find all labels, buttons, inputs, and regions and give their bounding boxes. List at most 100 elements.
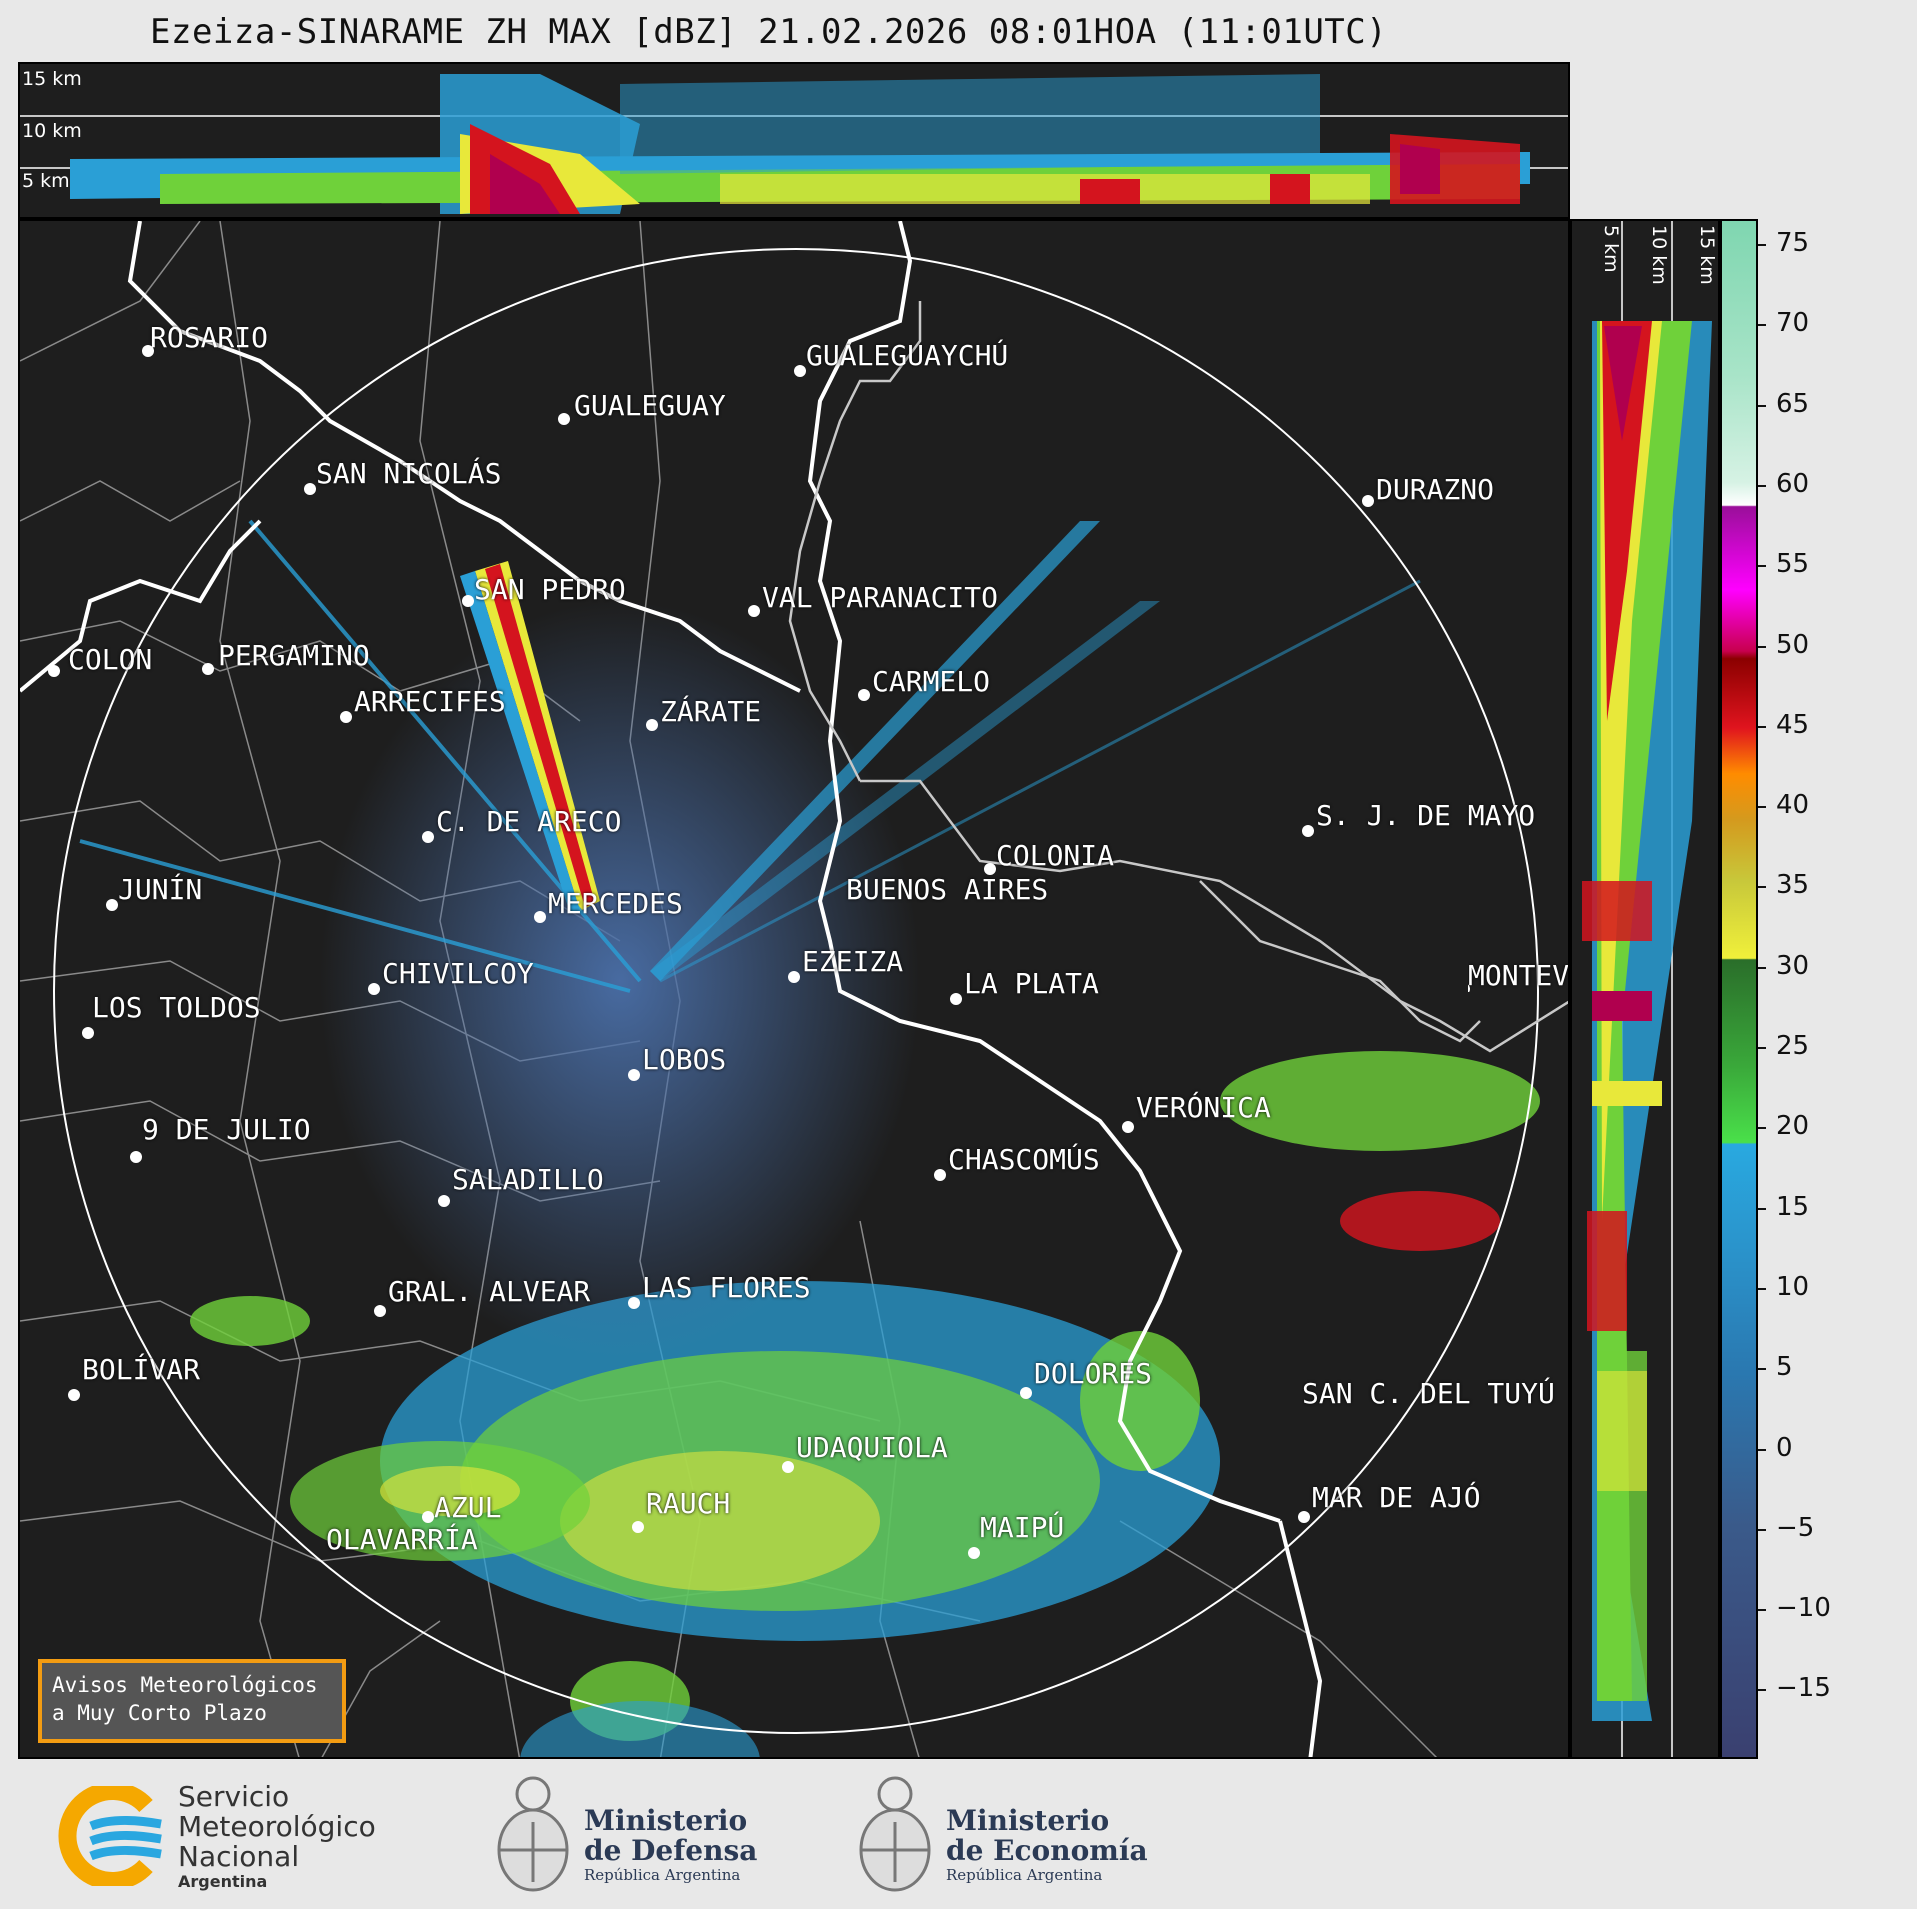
colorbar-tick-label: −5 xyxy=(1776,1512,1815,1543)
colorbar-tick-mark xyxy=(1758,404,1766,407)
city-marker xyxy=(462,595,474,607)
city-label-sj-de-mayo: S. J. DE MAYO xyxy=(1302,799,1535,837)
colorbar-tick-label: 50 xyxy=(1776,629,1810,660)
side-cross-section-echoes xyxy=(1582,221,1712,1757)
city-label-udaquiola: UDAQUIOLA xyxy=(782,1431,948,1473)
defensa-line-3: República Argentina xyxy=(584,1866,741,1884)
city-name: SAN PEDRO xyxy=(474,573,626,606)
smn-line-3: Nacional xyxy=(178,1840,300,1873)
city-label-san-nicolas: SAN NICOLÁS xyxy=(304,457,501,495)
colorbar-tick-label: 75 xyxy=(1776,228,1810,258)
economia-line-2: de Economía xyxy=(946,1834,1148,1867)
colorbar-tick-label: 25 xyxy=(1776,1031,1810,1061)
city-marker xyxy=(82,1027,94,1039)
colorbar-tick-label: 30 xyxy=(1776,950,1810,981)
city-marker xyxy=(202,663,214,675)
range-ring xyxy=(53,248,1539,1734)
city-name: VERÓNICA xyxy=(1136,1091,1271,1124)
coastlines xyxy=(20,221,1323,1757)
colorbar-tick-mark xyxy=(1758,1207,1766,1210)
city-marker xyxy=(968,1547,980,1559)
city-name: BOLÍVAR xyxy=(82,1353,201,1386)
colorbar-tick-mark xyxy=(1758,565,1766,568)
side-cross-section: 5 km 10 km 15 km xyxy=(1570,219,1720,1759)
colorbar-tick-label: 70 xyxy=(1776,308,1810,339)
colorbar-tick-mark xyxy=(1758,806,1766,809)
city-marker xyxy=(142,345,154,357)
city-name: VAL PARANACITO xyxy=(762,581,999,614)
city-name: C. DE ARECO xyxy=(436,805,622,838)
city-label-buenos-aires: BUENOS AIRES xyxy=(846,873,1048,906)
city-label-veronica: VERÓNICA xyxy=(1122,1091,1271,1133)
colorbar-tick-mark xyxy=(1758,1609,1766,1612)
rivers xyxy=(788,301,1568,1053)
colorbar-tick-label: 20 xyxy=(1776,1111,1810,1142)
city-marker xyxy=(858,689,870,701)
city-marker xyxy=(782,1461,794,1473)
city-label-gualeguaychu: GUALEGUAYCHÚ xyxy=(794,339,1008,377)
city-label-chivilcoy: CHIVILCOY xyxy=(368,957,534,995)
city-marker xyxy=(950,993,962,1005)
city-label-ezeiza: EZEIZA xyxy=(788,945,903,983)
city-label-durazno: DURAZNO xyxy=(1362,473,1495,507)
colorbar-tick-mark xyxy=(1758,1689,1766,1692)
city-label-san-c-del-tuyu: SAN C. DEL TUYÚ xyxy=(1302,1377,1568,1410)
colorbar-tick-label: 35 xyxy=(1776,870,1810,901)
colorbar-tick-mark xyxy=(1758,1448,1766,1451)
city-label-9-de-julio: 9 DE JULIO xyxy=(130,1113,311,1163)
radar-map-layer xyxy=(20,221,1568,1757)
city-label-mercedes: MERCEDES xyxy=(534,887,683,923)
city-name: AZUL xyxy=(434,1491,502,1524)
argentina-coat-of-arms-icon-2 xyxy=(859,1776,931,1892)
city-name: DURAZNO xyxy=(1376,473,1495,506)
city-name: CHASCOMÚS xyxy=(948,1143,1100,1176)
colorbar-tick-label: 45 xyxy=(1776,709,1810,740)
city-name: 9 DE JULIO xyxy=(142,1113,311,1146)
city-label-la-plata: LA PLATA xyxy=(950,967,1099,1005)
colorbar-tick-mark xyxy=(1758,966,1766,969)
smn-logo-icon xyxy=(58,1786,162,1886)
colorbar-tick-mark xyxy=(1758,725,1766,728)
radar-echoes xyxy=(79,519,1540,1757)
city-name: JUNÍN xyxy=(118,873,203,906)
city-label-saladillo: SALADILLO xyxy=(438,1163,604,1207)
city-label-dolores: DOLORES xyxy=(1020,1357,1153,1399)
colorbar-tick-label: 40 xyxy=(1776,790,1810,821)
city-name: COLON xyxy=(68,643,153,676)
city-marker xyxy=(422,1511,434,1523)
side-altitude-label-15km: 15 km xyxy=(1696,225,1718,285)
city-label-carmelo: CARMELO xyxy=(858,665,990,701)
colorbar-tick-mark xyxy=(1758,484,1766,487)
city-label-maipu: MAIPÚ xyxy=(968,1511,1064,1559)
colorbar-tick-mark xyxy=(1758,1127,1766,1130)
defensa-line-2: de Defensa xyxy=(584,1834,758,1867)
city-label-san-pedro: SAN PEDRO xyxy=(462,573,626,607)
city-label-chascomus: CHASCOMÚS xyxy=(934,1143,1100,1181)
colorbar-tick-label: 5 xyxy=(1776,1352,1793,1383)
city-name: UDAQUIOLA xyxy=(796,1431,948,1464)
colorbar-tick-label: −10 xyxy=(1776,1593,1831,1624)
city-label-rosario: ROSARIO xyxy=(142,321,269,357)
altitude-label-15km: 15 km xyxy=(22,68,82,90)
city-name: COLONIA xyxy=(996,839,1115,872)
colorbar-gradient xyxy=(1722,221,1756,1757)
city-label-azul: AZUL xyxy=(422,1491,502,1524)
city-label-c-de-areco: C. DE ARECO xyxy=(422,805,622,843)
city-label-mar-de-ajo: MAR DE AJÓ xyxy=(1298,1481,1481,1523)
notice-line-2: a Muy Corto Plazo xyxy=(52,1701,267,1725)
city-label-val-paranacito: VAL PARANACITO xyxy=(748,581,999,617)
city-name: ROSARIO xyxy=(150,321,269,354)
notice-box[interactable]: Avisos Meteorológicos a Muy Corto Plazo xyxy=(38,1659,346,1743)
city-label-colon: COLON xyxy=(48,643,153,677)
economia-name: Ministerio de Economía República Argenti… xyxy=(946,1806,1148,1885)
city-name: LA PLATA xyxy=(964,967,1099,1000)
city-marker xyxy=(534,911,546,923)
city-name: CHIVILCOY xyxy=(382,957,534,990)
city-label-colonia: COLONIA xyxy=(984,839,1115,875)
side-altitude-label-10km: 10 km xyxy=(1648,225,1670,285)
altitude-label-5km: 5 km xyxy=(22,170,70,192)
city-name: LOS TOLDOS xyxy=(92,991,261,1024)
city-name: DOLORES xyxy=(1034,1357,1153,1390)
colorbar-tick-label: 65 xyxy=(1776,388,1810,419)
colorbar-tick-mark xyxy=(1758,645,1766,648)
